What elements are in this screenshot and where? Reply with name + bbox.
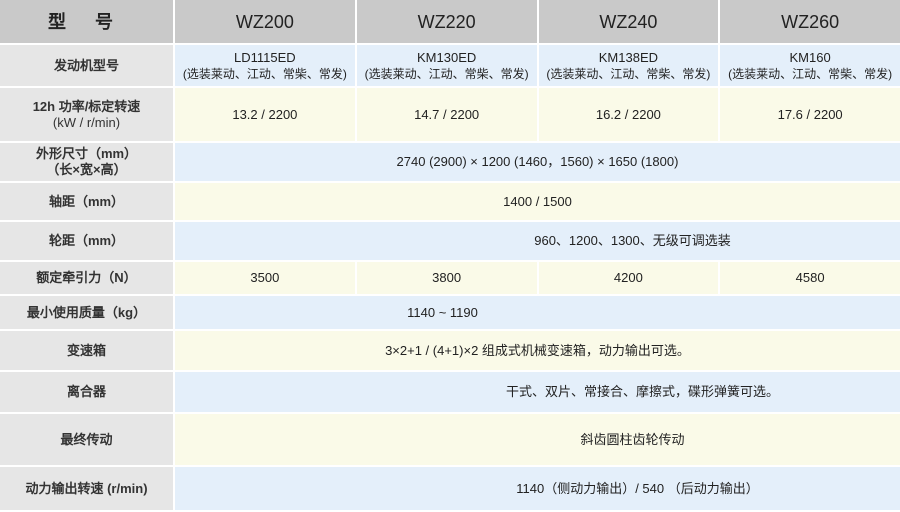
engine-label: 发动机型号 (0, 45, 173, 86)
wheelbase-value: 1400 / 1500 (175, 183, 900, 220)
final-drive-value: 斜齿圆柱齿轮传动 (175, 414, 900, 465)
engine-value: KM130ED (417, 49, 477, 65)
final-drive-row: 最终传动 斜齿圆柱齿轮传动 (0, 414, 900, 465)
mass-row: 最小使用质量（kg） 1140 ~ 1190 (0, 296, 900, 329)
model-wz260: WZ260 (720, 0, 900, 43)
dimensions-sub: （长×宽×高） (46, 162, 127, 177)
wheelbase-row: 轴距（mm） 1400 / 1500 (0, 183, 900, 220)
dimensions-label: 外形尺寸（mm） (35, 146, 138, 161)
engine-value: KM160 (789, 49, 831, 65)
traction-value: 4200 (538, 262, 719, 294)
wheelbase-label: 轴距（mm） (0, 183, 173, 220)
gearbox-label: 变速箱 (0, 331, 173, 370)
engine-note: (选装莱动、江动、常柴、常发) (364, 66, 529, 81)
clutch-label: 离合器 (0, 372, 173, 412)
model-wz220: WZ220 (356, 0, 537, 43)
mass-label: 最小使用质量（kg） (0, 296, 173, 329)
engine-value: LD1115ED (234, 49, 296, 65)
power-value: 14.7 / 2200 (356, 88, 537, 141)
track-row: 轮距（mm） 960、1200、1300、无级可调选装 (0, 222, 900, 260)
header-row: 型 号 WZ200 WZ220 WZ240 WZ260 (0, 0, 900, 43)
engine-note: (选装莱动、江动、常柴、常发) (728, 66, 893, 81)
traction-row: 额定牵引力（N） 3500 3800 4200 4580 (0, 262, 900, 294)
model-wz240: WZ240 (538, 0, 719, 43)
engine-note: (选装莱动、江动、常柴、常发) (182, 66, 347, 81)
dimensions-value: 2740 (2900) × 1200 (1460，1560) × 1650 (1… (175, 143, 900, 181)
model-wz200: WZ200 (175, 0, 355, 43)
pto-speed-label: 动力输出转速 (r/min) (0, 467, 173, 510)
track-label: 轮距（mm） (0, 222, 173, 260)
dimensions-row: 外形尺寸（mm） （长×宽×高） 2740 (2900) × 1200 (1460… (0, 143, 900, 181)
mass-value: 1140 ~ 1190 (175, 296, 900, 329)
engine-row: 发动机型号 LD1115ED (选装莱动、江动、常柴、常发) KM130ED (选装… (0, 45, 900, 86)
gearbox-value: 3×2+1 / (4+1)×2 组成式机械变速箱，动力输出可选。 (175, 331, 900, 370)
power-label: 12h 功率/标定转速 (32, 98, 141, 114)
power-value: 16.2 / 2200 (538, 88, 719, 141)
power-value: 13.2 / 2200 (175, 88, 355, 141)
traction-value: 3500 (175, 262, 355, 294)
final-drive-label: 最终传动 (0, 414, 173, 465)
gearbox-row: 变速箱 3×2+1 / (4+1)×2 组成式机械变速箱，动力输出可选。 (0, 331, 900, 370)
engine-value: KM138ED (598, 49, 658, 65)
traction-value: 4580 (720, 262, 900, 294)
power-row: 12h 功率/标定转速 (kW / r/min) 13.2 / 2200 14.7… (0, 88, 900, 141)
engine-note: (选装莱动、江动、常柴、常发) (546, 66, 711, 81)
track-value: 960、1200、1300、无级可调选装 (175, 222, 900, 260)
power-value: 17.6 / 2200 (720, 88, 900, 141)
power-unit: (kW / r/min) (52, 114, 121, 130)
traction-label: 额定牵引力（N） (0, 262, 173, 294)
traction-value: 3800 (356, 262, 537, 294)
clutch-row: 离合器 干式、双片、常接合、摩擦式，碟形弹簧可选。 (0, 372, 900, 412)
pto-speed-value: 1140（侧动力输出）/ 540 （后动力输出） (175, 467, 900, 510)
model-header-label: 型 号 (0, 0, 173, 43)
clutch-value: 干式、双片、常接合、摩擦式，碟形弹簧可选。 (175, 372, 900, 412)
pto-speed-row: 动力输出转速 (r/min) 1140（侧动力输出）/ 540 （后动力输出） (0, 467, 900, 510)
